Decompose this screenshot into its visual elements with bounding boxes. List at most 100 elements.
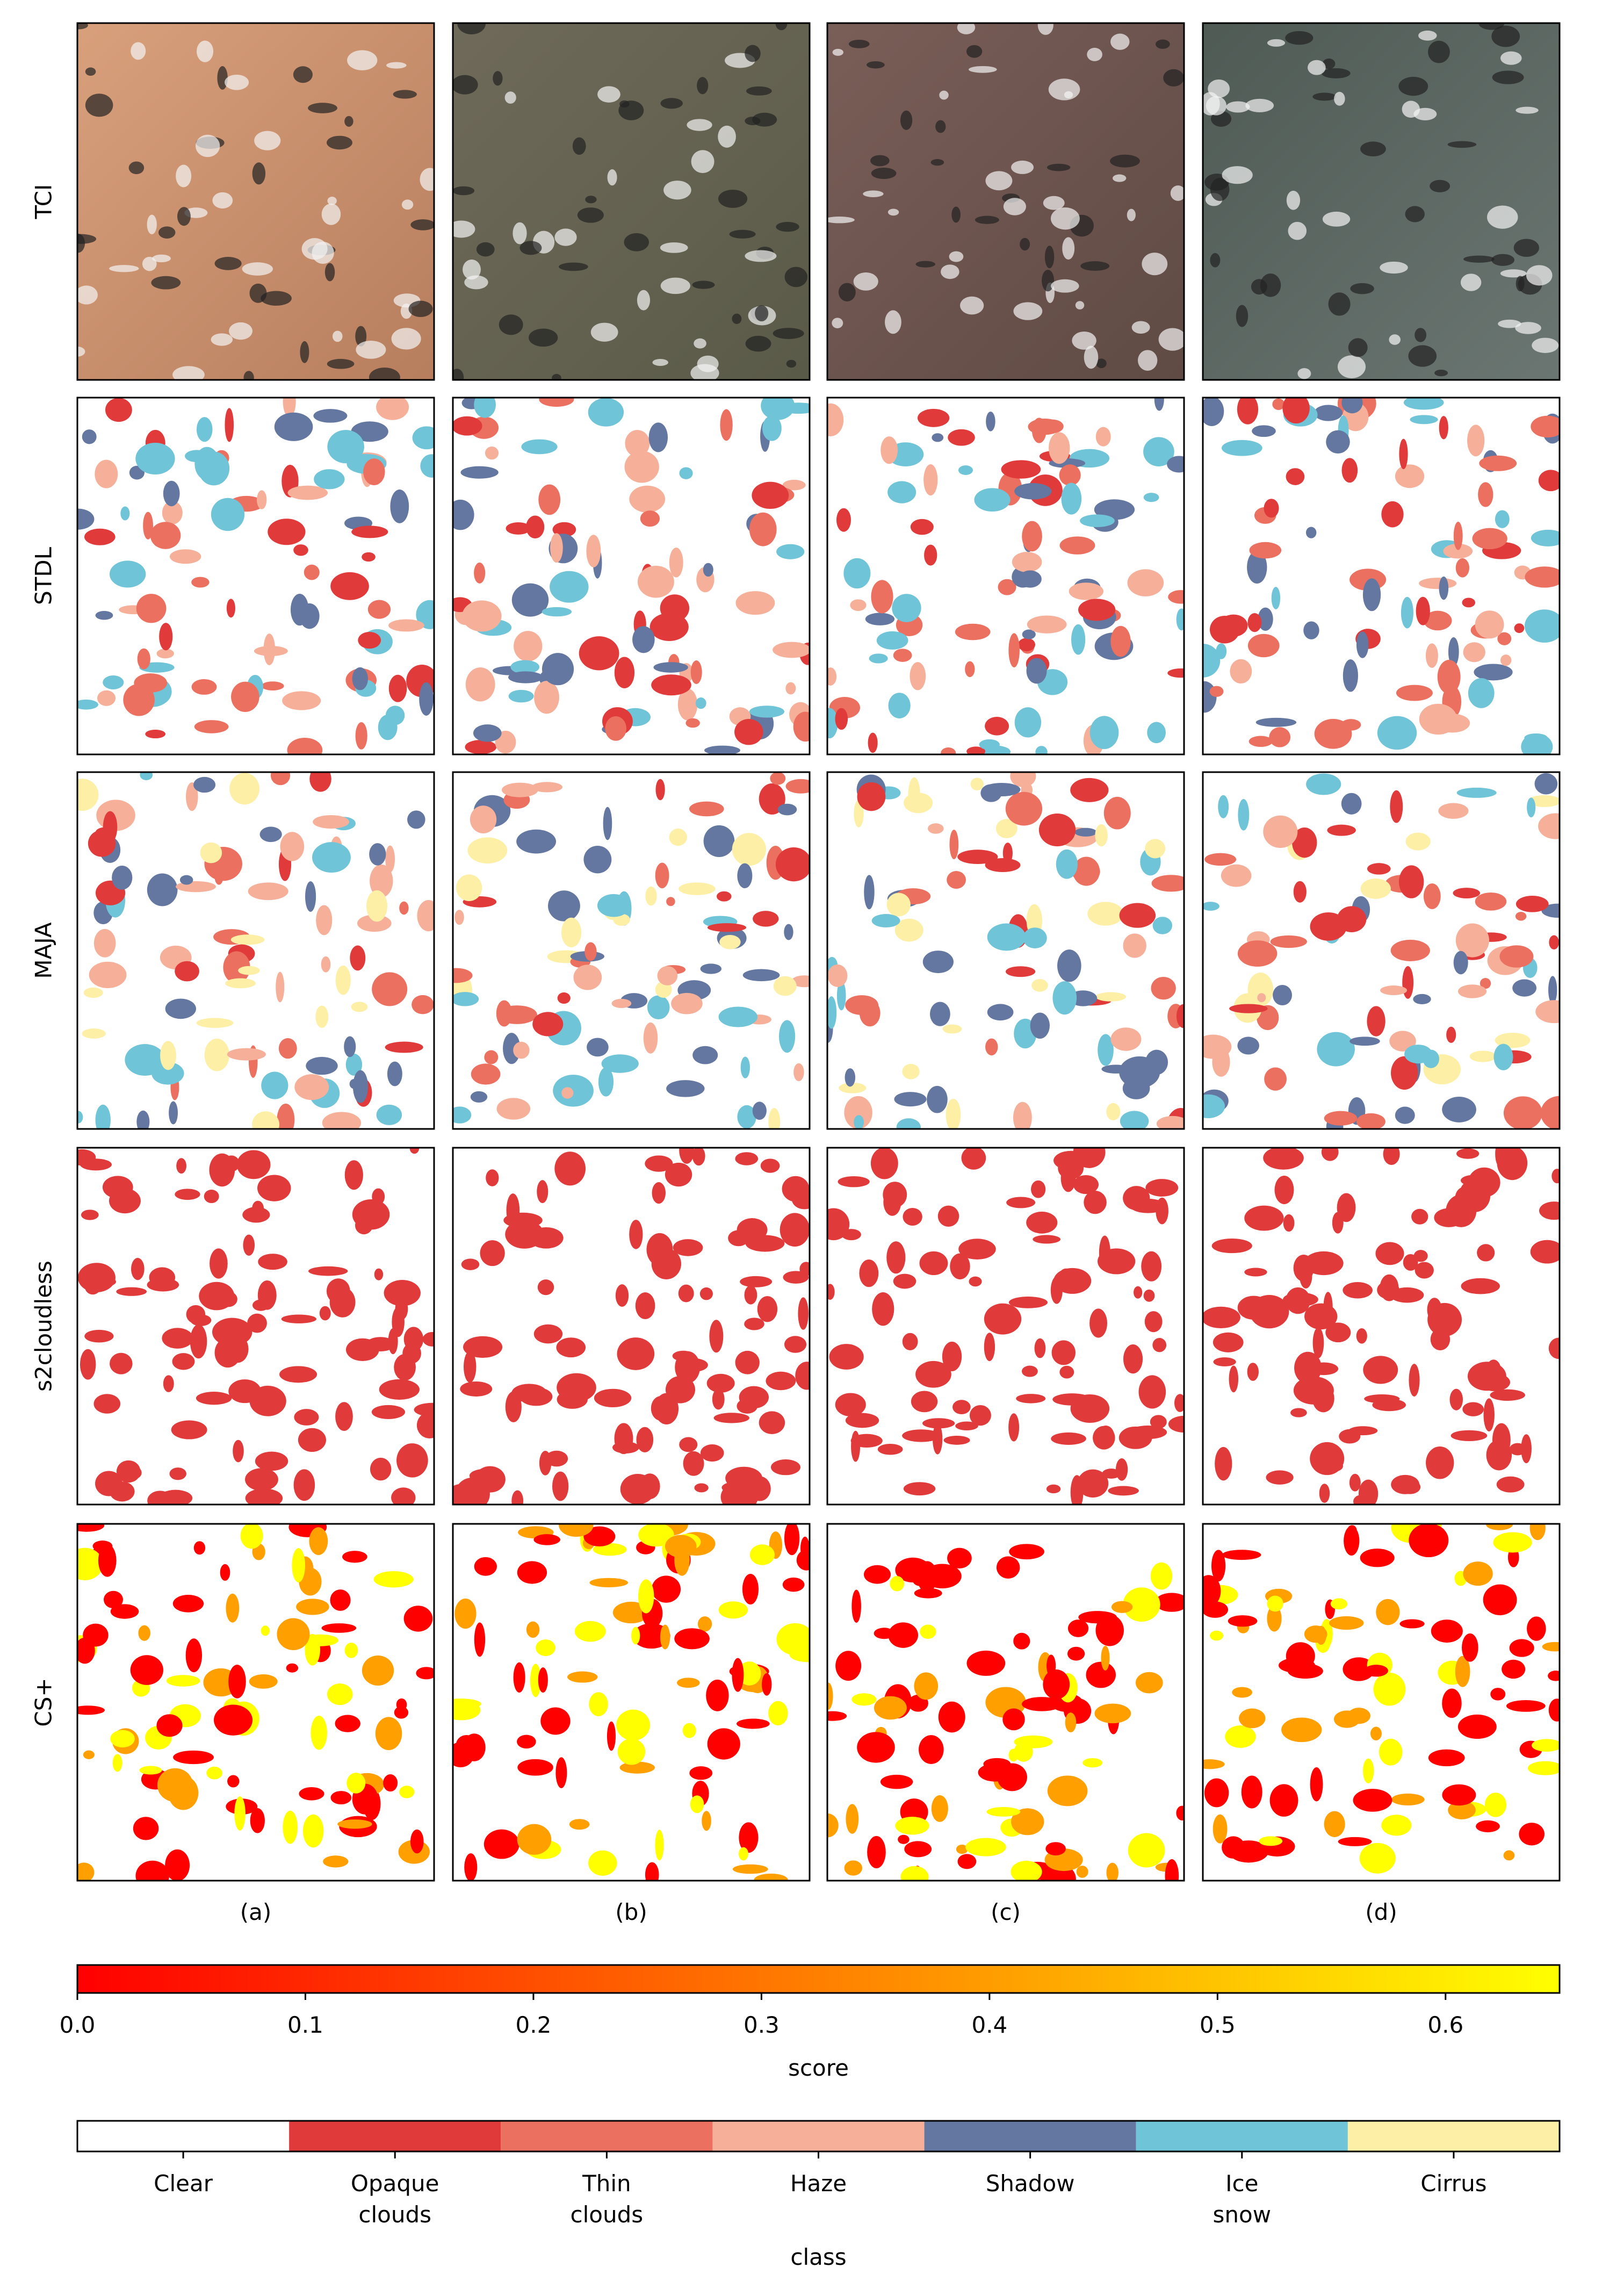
mask-blob [1078,1611,1117,1624]
mask-blob [517,1734,536,1749]
mask-blob [1031,1180,1046,1198]
mask-blob [131,1258,145,1280]
mask-blob [1101,1645,1110,1671]
class-label: Haze [790,2170,847,2197]
mask-blob [952,1400,971,1414]
panel-frame [1202,397,1561,755]
mask-blob [598,1067,614,1097]
mask-blob [1312,1327,1324,1358]
mask-blob [924,544,937,566]
mask-blob [947,1548,972,1568]
mask-blob [1026,658,1047,684]
mask-blob [1312,1384,1334,1413]
mask-blob [169,1101,178,1125]
mask-blob [347,1773,366,1794]
mask-blob [245,1468,278,1491]
mask-blob [223,1155,240,1172]
mask-blob [213,1704,253,1736]
mask-blob [376,398,409,420]
mask-blob [355,722,367,750]
mask-blob [1310,912,1347,941]
mask-blob [1531,415,1560,438]
mask-blob [163,480,180,507]
mask-blob [1154,398,1164,411]
mask-blob [412,995,434,1014]
mask-blob [1425,643,1438,668]
mask-blob [1402,966,1414,999]
colorbar [76,1964,1561,1994]
mask-blob [145,730,166,739]
mask-blob [1409,1364,1420,1397]
mask-blob [1247,1363,1259,1381]
mask-blob [158,1489,193,1505]
mask-blob [1046,1484,1061,1494]
mask-blob [1050,1276,1063,1304]
mask-blob [692,1148,705,1166]
cloud [344,116,353,127]
mask-blob [1151,875,1184,892]
mask-blob [1244,1205,1284,1231]
axis-label: score [788,2055,849,2081]
mask-blob [784,924,793,940]
mask-blob [226,1593,240,1623]
mask-blob [186,782,198,811]
mask-blob [1360,1548,1395,1567]
mask-blob [287,485,328,500]
mask-blob [651,1396,670,1421]
mask-blob [506,522,531,535]
mask-blob [1281,1717,1322,1743]
mask-blob [893,1273,917,1289]
mask-blob [351,526,388,538]
mask-blob [1095,824,1108,847]
mask-blob [1347,1708,1370,1724]
mask-blob [326,1278,350,1304]
mask-blob [1059,536,1095,555]
mask-blob [557,1373,596,1402]
cloud [1380,261,1408,274]
cloud [77,347,85,357]
mask-blob [540,1707,571,1735]
mask-blob [530,1664,542,1697]
panel-frame [826,397,1185,755]
cloud [1043,196,1065,210]
mask-blob [150,522,181,549]
cloud [1430,179,1451,192]
mask-blob [749,512,777,546]
mask-blob [370,1457,392,1481]
cloud [1516,276,1525,292]
mask-blob [835,1651,862,1681]
cloud [1044,246,1055,269]
mask-blob [162,1328,193,1349]
mask-blob [1213,1814,1228,1844]
mask-blob [456,874,482,902]
mask-blob [679,1148,695,1164]
cloud [900,110,913,130]
mask-blob [1484,1793,1507,1817]
mask-blob [461,1258,480,1270]
mask-blob [77,1705,105,1715]
mask-blob [827,964,848,987]
mask-blob [1403,1254,1418,1271]
mask-blob [1093,1426,1115,1450]
map-background [453,772,810,1129]
mask-blob [330,1791,352,1805]
mask-blob [1067,1620,1089,1637]
cloud [1210,178,1230,201]
cloud [618,100,644,120]
mask-blob [470,1091,488,1103]
mask-blob [171,1420,207,1440]
mask-blob [1443,543,1473,559]
cloud [77,23,88,30]
mask-blob [370,864,393,898]
mask-blob [278,1038,297,1059]
mask-blob [969,1276,982,1287]
mask-blob [351,1002,368,1012]
cloud [1322,58,1336,69]
mask-blob [1005,966,1036,977]
mask-blob [919,1735,944,1764]
mask-blob [1156,1115,1184,1129]
mask-blob [1176,608,1184,631]
mask-blob [1216,643,1227,659]
mask-blob [1462,1402,1484,1416]
cloud [930,159,944,166]
